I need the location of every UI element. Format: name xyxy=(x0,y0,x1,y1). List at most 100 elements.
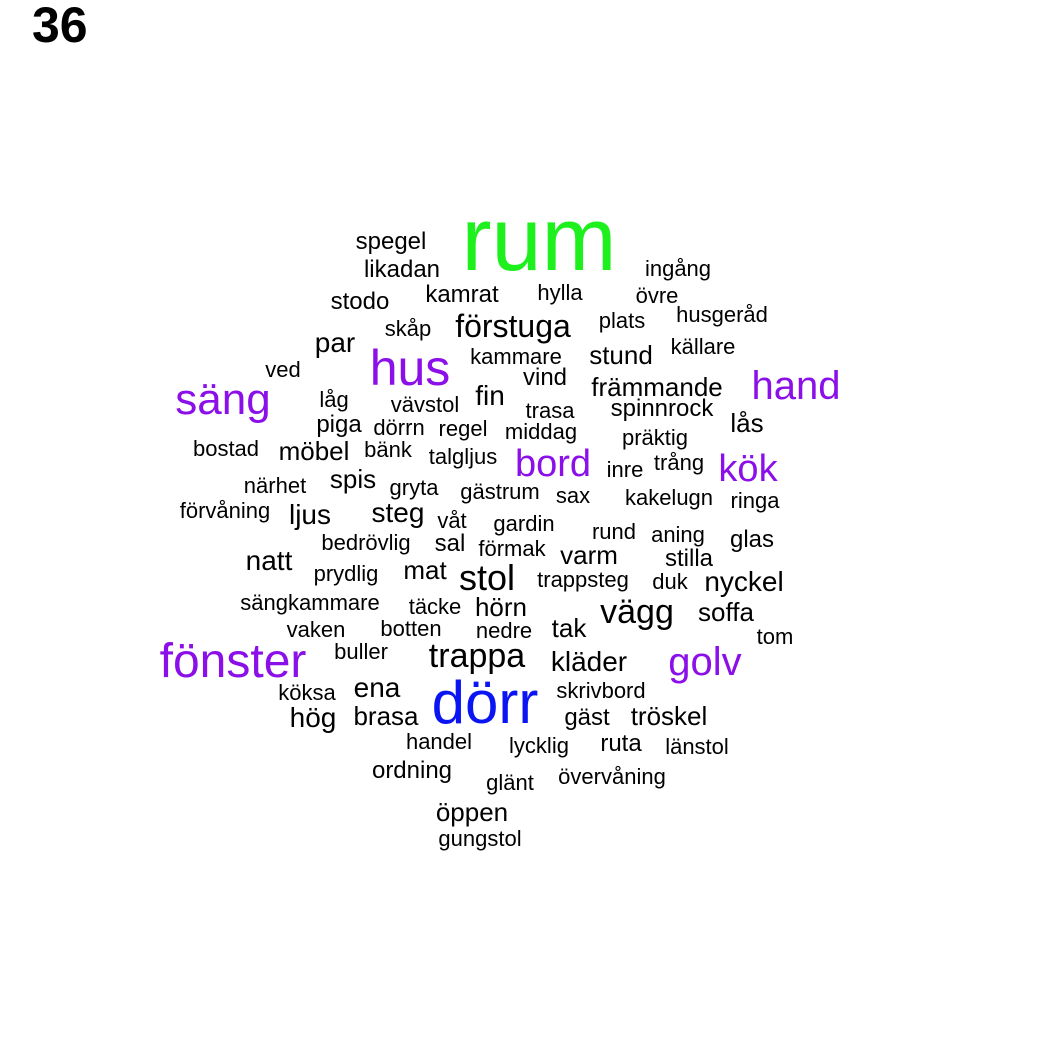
cloud-word: fönster xyxy=(159,635,307,688)
cloud-word: övervåning xyxy=(558,764,666,789)
cloud-word: hus xyxy=(369,340,451,396)
cloud-word: regel xyxy=(438,416,488,441)
cloud-word: vävstol xyxy=(390,392,460,417)
cloud-word: kök xyxy=(718,448,778,490)
cloud-word: säng xyxy=(175,375,271,424)
cloud-word: kammare xyxy=(470,344,562,369)
cloud-word: gryta xyxy=(389,475,439,500)
cloud-word: bänk xyxy=(364,437,412,462)
cloud-word: hörn xyxy=(474,592,528,622)
cloud-word: bedrövlig xyxy=(321,530,411,555)
cloud-word: hög xyxy=(289,702,337,733)
cloud-word: dörr xyxy=(431,669,539,736)
cloud-word: ringa xyxy=(730,488,780,513)
cloud-word: sal xyxy=(434,530,466,557)
cloud-word: prydlig xyxy=(313,561,379,586)
cloud-word: ved xyxy=(265,357,301,382)
page-title: 36 xyxy=(32,0,88,53)
cloud-word: vind xyxy=(522,364,568,391)
cloud-word: ena xyxy=(353,672,401,703)
cloud-word: duk xyxy=(652,569,688,594)
cloud-word: ingång xyxy=(644,256,712,281)
cloud-word: hand xyxy=(751,364,841,408)
cloud-word: golv xyxy=(668,640,742,684)
cloud-word: förvåning xyxy=(179,498,271,523)
cloud-word: öppen xyxy=(435,797,509,827)
cloud-word: möbel xyxy=(278,436,350,466)
cloud-word: glas xyxy=(729,526,775,553)
cloud-word: piga xyxy=(316,411,362,438)
cloud-word: kakelugn xyxy=(624,485,714,510)
cloud-word: trasa xyxy=(525,398,575,423)
cloud-word: tom xyxy=(756,624,794,649)
cloud-word: trång xyxy=(653,450,705,475)
cloud-word: tröskel xyxy=(630,701,708,731)
cloud-word: närhet xyxy=(243,473,307,498)
cloud-word: trappsteg xyxy=(537,567,629,592)
cloud-word: lås xyxy=(730,408,764,438)
cloud-word: vaken xyxy=(286,617,346,642)
cloud-word: varm xyxy=(560,540,618,570)
cloud-word: stodo xyxy=(330,288,390,315)
cloud-word: trappa xyxy=(428,637,526,675)
cloud-word: hylla xyxy=(537,280,583,305)
cloud-word: inre xyxy=(606,457,644,482)
cloud-word: mat xyxy=(403,555,447,585)
cloud-word: stilla xyxy=(664,545,714,572)
cloud-word: låg xyxy=(319,387,349,412)
cloud-word: länstol xyxy=(665,734,729,759)
cloud-word: spinnrock xyxy=(610,395,714,422)
cloud-word: gäst xyxy=(564,704,610,731)
cloud-word: präktig xyxy=(621,425,689,450)
cloud-word: handel xyxy=(405,729,473,754)
cloud-word: brasa xyxy=(353,701,419,731)
cloud-word: gästrum xyxy=(460,479,540,504)
cloud-word: buller xyxy=(334,639,388,664)
cloud-word: nyckel xyxy=(704,566,784,597)
cloud-word: bord xyxy=(514,443,592,485)
cloud-word: våt xyxy=(437,508,467,533)
cloud-word: plats xyxy=(598,308,646,333)
cloud-word: ordning xyxy=(371,757,453,784)
cloud-word: rund xyxy=(591,519,637,544)
cloud-word: nedre xyxy=(475,618,533,643)
cloud-word: sax xyxy=(555,483,591,508)
cloud-word: stund xyxy=(589,340,653,370)
cloud-word: kläder xyxy=(550,646,628,677)
cloud-word: täcke xyxy=(408,594,462,619)
cloud-word: ruta xyxy=(600,730,642,757)
cloud-word: vägg xyxy=(600,593,674,631)
cloud-word: glänt xyxy=(486,770,534,795)
cloud-word: par xyxy=(314,327,356,358)
cloud-word: natt xyxy=(245,545,293,576)
cloud-word: soffa xyxy=(698,597,754,627)
cloud-word: spegel xyxy=(355,228,427,255)
cloud-word: källare xyxy=(670,334,736,359)
cloud-word: skrivbord xyxy=(556,678,646,703)
cloud-word: främmande xyxy=(591,372,723,402)
cloud-word: förmak xyxy=(478,536,546,561)
cloud-word: rum xyxy=(461,190,617,290)
cloud-word: tak xyxy=(551,613,587,643)
cloud-word: husgeråd xyxy=(676,302,768,327)
cloud-word: spis xyxy=(329,464,377,494)
cloud-word: steg xyxy=(371,497,425,528)
cloud-word: dörrn xyxy=(373,415,425,440)
cloud-word: bostad xyxy=(192,436,260,461)
cloud-word: botten xyxy=(380,616,442,641)
cloud-word: middag xyxy=(504,419,578,444)
cloud-word: ljus xyxy=(288,499,332,530)
cloud-word: sängkammare xyxy=(240,590,380,615)
cloud-word: övre xyxy=(635,283,679,308)
cloud-word: stol xyxy=(458,557,516,598)
cloud-word: förstuga xyxy=(455,308,571,344)
cloud-word: skåp xyxy=(384,316,432,341)
cloud-word: talgljus xyxy=(428,444,498,469)
cloud-word: aning xyxy=(651,522,705,547)
cloud-word: lycklig xyxy=(509,733,569,758)
cloud-word: gardin xyxy=(493,511,555,536)
cloud-word: gungstol xyxy=(438,826,522,851)
cloud-word: likadan xyxy=(363,256,441,283)
cloud-word: köksa xyxy=(278,680,336,705)
